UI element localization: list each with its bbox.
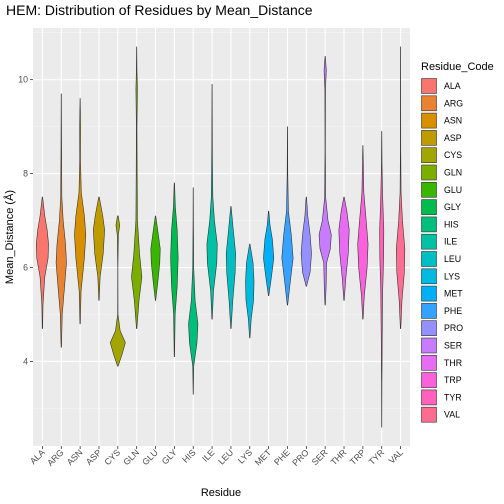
violin-arg [55, 93, 67, 348]
legend-label: MET [444, 289, 463, 299]
legend-swatch [421, 406, 437, 423]
violin-leu [225, 206, 236, 329]
violin-asn [74, 98, 87, 325]
legend-swatch [421, 372, 437, 388]
x-tick-label: ASN [65, 447, 85, 467]
legend-label: ASP [444, 133, 462, 143]
x-tick-label: PHE [272, 447, 292, 467]
x-tick-label: MET [253, 447, 274, 468]
legend-swatch [421, 337, 437, 354]
violin-trp [357, 145, 369, 320]
violins [36, 46, 406, 428]
violin-cys [109, 215, 126, 367]
legend-label: HIS [444, 219, 459, 229]
legend-label: LYS [444, 271, 460, 281]
legend-swatch [421, 303, 437, 319]
legend-swatch [421, 233, 437, 250]
legend-swatch [421, 285, 437, 302]
y-tick-label: 8 [23, 169, 28, 179]
violin-asp [93, 196, 105, 301]
legend-label: THR [444, 358, 462, 368]
legend-label: ALA [444, 81, 461, 91]
x-tick-label: ILE [200, 447, 217, 464]
violin-glu [150, 215, 161, 301]
legend-label: CYS [444, 150, 462, 160]
violin-lys [245, 243, 255, 339]
legend-swatch [421, 199, 437, 215]
x-tick-label: GLU [140, 447, 160, 467]
legend-swatch [421, 389, 437, 406]
x-tick-label: LYS [236, 447, 254, 465]
legend-label: TYR [444, 392, 462, 402]
legend-label: TRP [444, 375, 462, 385]
x-tick-label: VAL [387, 447, 405, 465]
violin-ala [36, 196, 49, 329]
violin-thr [338, 196, 350, 301]
legend-swatch [421, 320, 437, 337]
plot-panel [33, 28, 410, 446]
y-tick-label: 10 [18, 75, 28, 85]
x-tick-label: ARG [45, 447, 66, 468]
legend-swatch [421, 251, 437, 267]
violin-ser [318, 55, 332, 306]
chart-title: HEM: Distribution of Residues by Mean_Di… [6, 2, 313, 18]
violin-phe [281, 126, 294, 306]
legend-label: ASN [444, 116, 462, 126]
legend-swatch [421, 95, 437, 112]
violin-ile [206, 84, 218, 320]
legend-label: ARG [444, 98, 463, 108]
legend-label: LEU [444, 254, 461, 264]
legend-label: GLN [444, 168, 462, 178]
legend-swatch [421, 268, 437, 285]
legend-swatch [421, 216, 437, 233]
legend-swatch [421, 112, 437, 129]
x-tick-label: ALA [28, 447, 47, 466]
legend-label: GLY [444, 202, 461, 212]
legend-label: SER [444, 341, 462, 351]
x-tick-label: PRO [290, 447, 311, 468]
legend-swatch [421, 164, 437, 181]
legend: Residue_Code ALA ARG ASN ASP CYS GLN GLU GLY HIS… [421, 61, 494, 423]
violin-pro [300, 196, 312, 287]
legend-label: GLU [444, 185, 462, 195]
violin-val [396, 46, 406, 329]
violin-tyr [379, 131, 385, 428]
violin-gln [131, 46, 143, 329]
legend-swatch [421, 182, 437, 198]
legend-label: PRO [444, 323, 463, 333]
x-tick-label: THR [329, 447, 349, 467]
x-tick-label: CYS [102, 447, 122, 467]
legend-label: PHE [444, 306, 462, 316]
legend-label: VAL [444, 410, 460, 420]
x-tick-label: SER [310, 447, 330, 467]
x-tick-label: GLY [160, 447, 179, 466]
x-tick-label: GLN [121, 447, 141, 467]
legend-label: ILE [444, 237, 457, 247]
x-tick-label: TRP [348, 447, 368, 467]
x-tick-label: HIS [180, 447, 198, 465]
x-tick-label: ASP [84, 447, 104, 467]
x-tick-label: LEU [216, 447, 235, 466]
y-tick-label: 4 [23, 356, 28, 366]
x-tick-label: TYR [367, 447, 387, 467]
x-axis-title: Residue [201, 487, 241, 499]
legend-swatch [421, 130, 437, 146]
y-axis: 4 6 8 10 [18, 75, 33, 366]
legend-title: Residue_Code [421, 61, 494, 73]
violin-his [188, 187, 199, 395]
violin-gly [170, 182, 179, 358]
y-axis-title: Mean_Distance (Å) [3, 190, 16, 284]
y-tick-label: 6 [23, 263, 28, 273]
legend-swatch [421, 78, 437, 94]
violin-met [263, 210, 275, 297]
legend-swatch [421, 147, 437, 163]
legend-swatch [421, 354, 437, 371]
